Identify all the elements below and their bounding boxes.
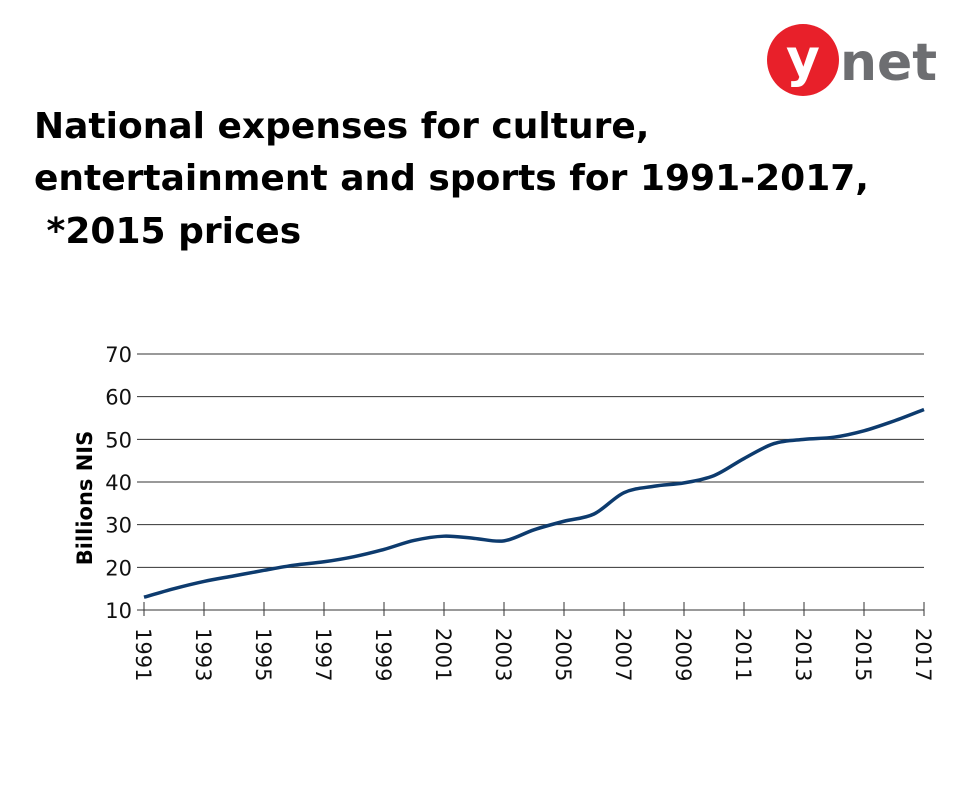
- x-tick-label: 2005: [551, 628, 575, 681]
- logo-circle: [767, 24, 839, 96]
- y-tick-label: 60: [105, 386, 132, 410]
- x-tick-label: 1997: [311, 628, 335, 681]
- y-tick-label: 70: [105, 343, 132, 367]
- x-tick-label: 2017: [911, 628, 935, 681]
- x-tick-label: 2011: [731, 628, 755, 681]
- chart-title: *2015 prices: [34, 211, 301, 252]
- y-tick-label: 50: [105, 428, 132, 452]
- x-tick-label: 2007: [611, 628, 635, 681]
- x-tick-label: 2013: [791, 628, 815, 681]
- x-tick-label: 2001: [431, 628, 455, 681]
- x-tick-label: 1991: [131, 628, 155, 681]
- logo-net: net: [840, 33, 937, 93]
- x-tick-label: 1995: [251, 628, 275, 681]
- chart-title: entertainment and sports for 1991-2017,: [34, 158, 869, 199]
- x-tick-label: 2003: [491, 628, 515, 681]
- chart-title: National expenses for culture,: [34, 106, 649, 147]
- x-tick-label: 2015: [851, 628, 875, 681]
- logo-y: y: [786, 29, 820, 89]
- data-line: [143, 407, 925, 599]
- x-tick-label: 1993: [191, 628, 215, 681]
- y-axis-label: Billions NIS: [73, 431, 97, 566]
- y-tick-label: 20: [105, 556, 132, 580]
- x-tick-label: 2009: [671, 628, 695, 681]
- y-tick-label: 40: [105, 471, 132, 495]
- x-tick-label: 1999: [371, 628, 395, 681]
- y-tick-label: 10: [105, 599, 132, 623]
- y-tick-label: 30: [105, 514, 132, 538]
